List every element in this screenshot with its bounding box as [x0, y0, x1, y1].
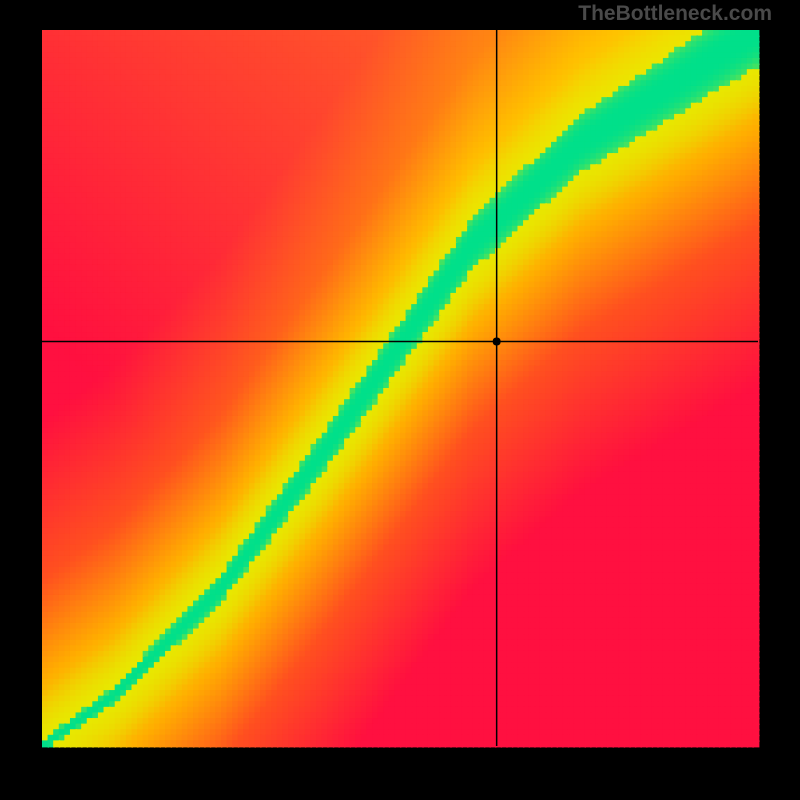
watermark-text: TheBottleneck.com [578, 2, 772, 26]
bottleneck-heatmap [0, 0, 800, 800]
